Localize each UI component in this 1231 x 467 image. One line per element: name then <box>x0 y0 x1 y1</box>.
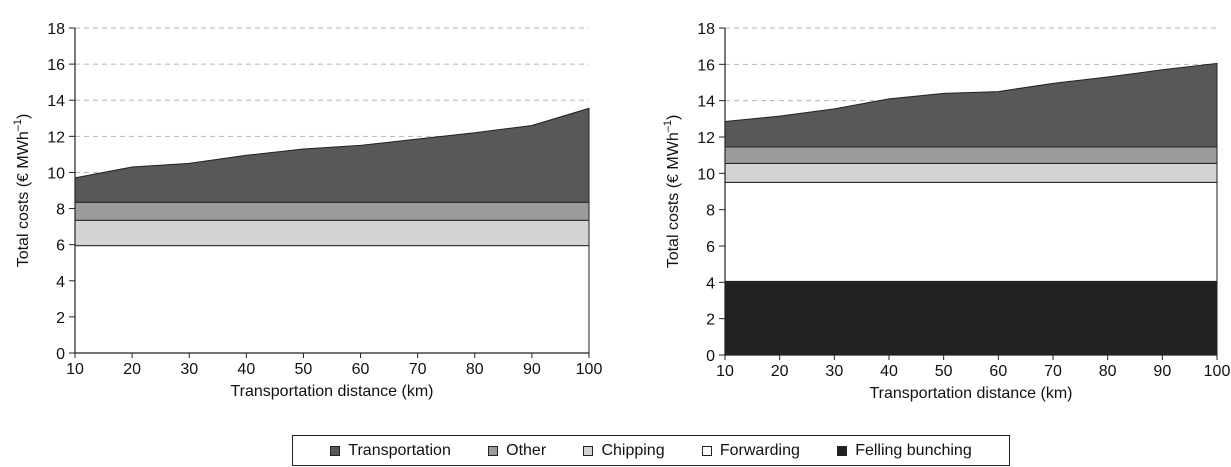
x-tick-label-right-20: 20 <box>771 363 789 380</box>
y-tick-label-left-0: 0 <box>56 346 65 363</box>
x-tick-label-right-40: 40 <box>880 363 898 380</box>
legend-label-other: Other <box>506 441 547 459</box>
x-axis-label-left: Transportation distance (km) <box>230 383 433 400</box>
legend-item-forwarding: Forwarding <box>701 441 800 460</box>
y-tick-label-right-0: 0 <box>706 348 715 365</box>
legend-label-forwarding: Forwarding <box>719 441 800 459</box>
y-tick-label-right-16: 16 <box>697 57 715 74</box>
y-tick-label-left-16: 16 <box>47 57 65 74</box>
x-tick-label-right-10: 10 <box>716 363 734 380</box>
area-right-felling-bunching <box>724 280 1218 356</box>
chart-right: 0 2 4 6 8 10 12 14 16 18 10 20 30 40 50 60 70 80 90 100 Tran… <box>662 21 1230 402</box>
area-left-forwarding <box>74 245 590 354</box>
legend-swatch-forwarding <box>701 445 712 456</box>
legend-item-felling-bunching: Felling bunching <box>837 442 972 460</box>
legend-label-felling-bunching: Felling bunching <box>855 441 972 459</box>
x-tick-label-left-40: 40 <box>237 361 255 378</box>
x-tick-label-left-70: 70 <box>409 361 427 378</box>
y-tick-label-right-18: 18 <box>697 21 715 38</box>
y-tick-label-right-12: 12 <box>697 130 715 147</box>
y-tick-label-left-18: 18 <box>47 21 65 38</box>
y-tick-label-left-4: 4 <box>56 274 65 291</box>
y-axis-label-right: Total costs (€ MWh–1) <box>662 115 682 269</box>
chart-left: 0 2 4 6 8 10 12 14 16 18 10 20 30 40 50 60 70 80 90 100 Tran… <box>12 21 602 400</box>
legend-swatch-felling-bunching <box>837 445 848 456</box>
legend-swatch-transportation <box>330 445 341 456</box>
x-tick-label-left-10: 10 <box>66 361 84 378</box>
y-tick-label-right-14: 14 <box>697 94 715 111</box>
x-axis-label-right: Transportation distance (km) <box>869 385 1072 402</box>
area-right-other <box>724 146 1218 164</box>
x-tick-label-left-80: 80 <box>466 361 484 378</box>
x-tick-label-left-30: 30 <box>180 361 198 378</box>
x-tick-label-right-70: 70 <box>1044 363 1062 380</box>
legend-item-other: Other <box>488 442 546 460</box>
area-left-transportation <box>74 107 590 203</box>
x-tick-label-left-20: 20 <box>123 361 141 378</box>
y-tick-label-right-8: 8 <box>706 203 715 220</box>
y-tick-label-left-12: 12 <box>47 129 65 146</box>
x-tick-label-right-90: 90 <box>1153 363 1171 380</box>
y-axis-label-left: Total costs (€ MWh–1) <box>12 114 32 268</box>
area-right-chipping <box>724 162 1218 183</box>
y-tick-label-left-14: 14 <box>47 93 65 110</box>
legend-label-chipping: Chipping <box>601 441 665 459</box>
area-left-other <box>74 201 590 221</box>
area-right-forwarding <box>724 181 1218 282</box>
legend-label-transportation: Transportation <box>348 441 451 459</box>
x-tick-label-left-50: 50 <box>295 361 313 378</box>
y-tick-label-right-4: 4 <box>706 275 715 292</box>
x-tick-label-right-50: 50 <box>935 363 953 380</box>
x-tick-label-left-100: 100 <box>576 361 603 378</box>
y-tick-label-left-8: 8 <box>56 202 65 219</box>
area-left-chipping <box>74 219 590 247</box>
legend-item-transportation: Transportation <box>330 442 451 460</box>
legend: Transportation Other Chipping Forwarding… <box>292 435 1010 466</box>
legend-swatch-other <box>488 445 499 456</box>
legend-item-chipping: Chipping <box>583 441 665 460</box>
x-tick-label-right-30: 30 <box>825 363 843 380</box>
legend-swatch-chipping <box>583 445 594 456</box>
y-tick-label-right-6: 6 <box>706 239 715 256</box>
x-tick-label-right-80: 80 <box>1099 363 1117 380</box>
x-tick-label-right-100: 100 <box>1204 363 1231 380</box>
y-tick-label-right-2: 2 <box>706 312 715 329</box>
x-tick-label-right-60: 60 <box>989 363 1007 380</box>
y-tick-label-left-10: 10 <box>47 165 65 182</box>
x-tick-label-left-60: 60 <box>352 361 370 378</box>
area-right-transportation <box>724 62 1218 148</box>
x-tick-label-left-90: 90 <box>523 361 541 378</box>
y-tick-label-right-10: 10 <box>697 166 715 183</box>
y-tick-label-left-2: 2 <box>56 310 65 327</box>
y-tick-label-left-6: 6 <box>56 238 65 255</box>
